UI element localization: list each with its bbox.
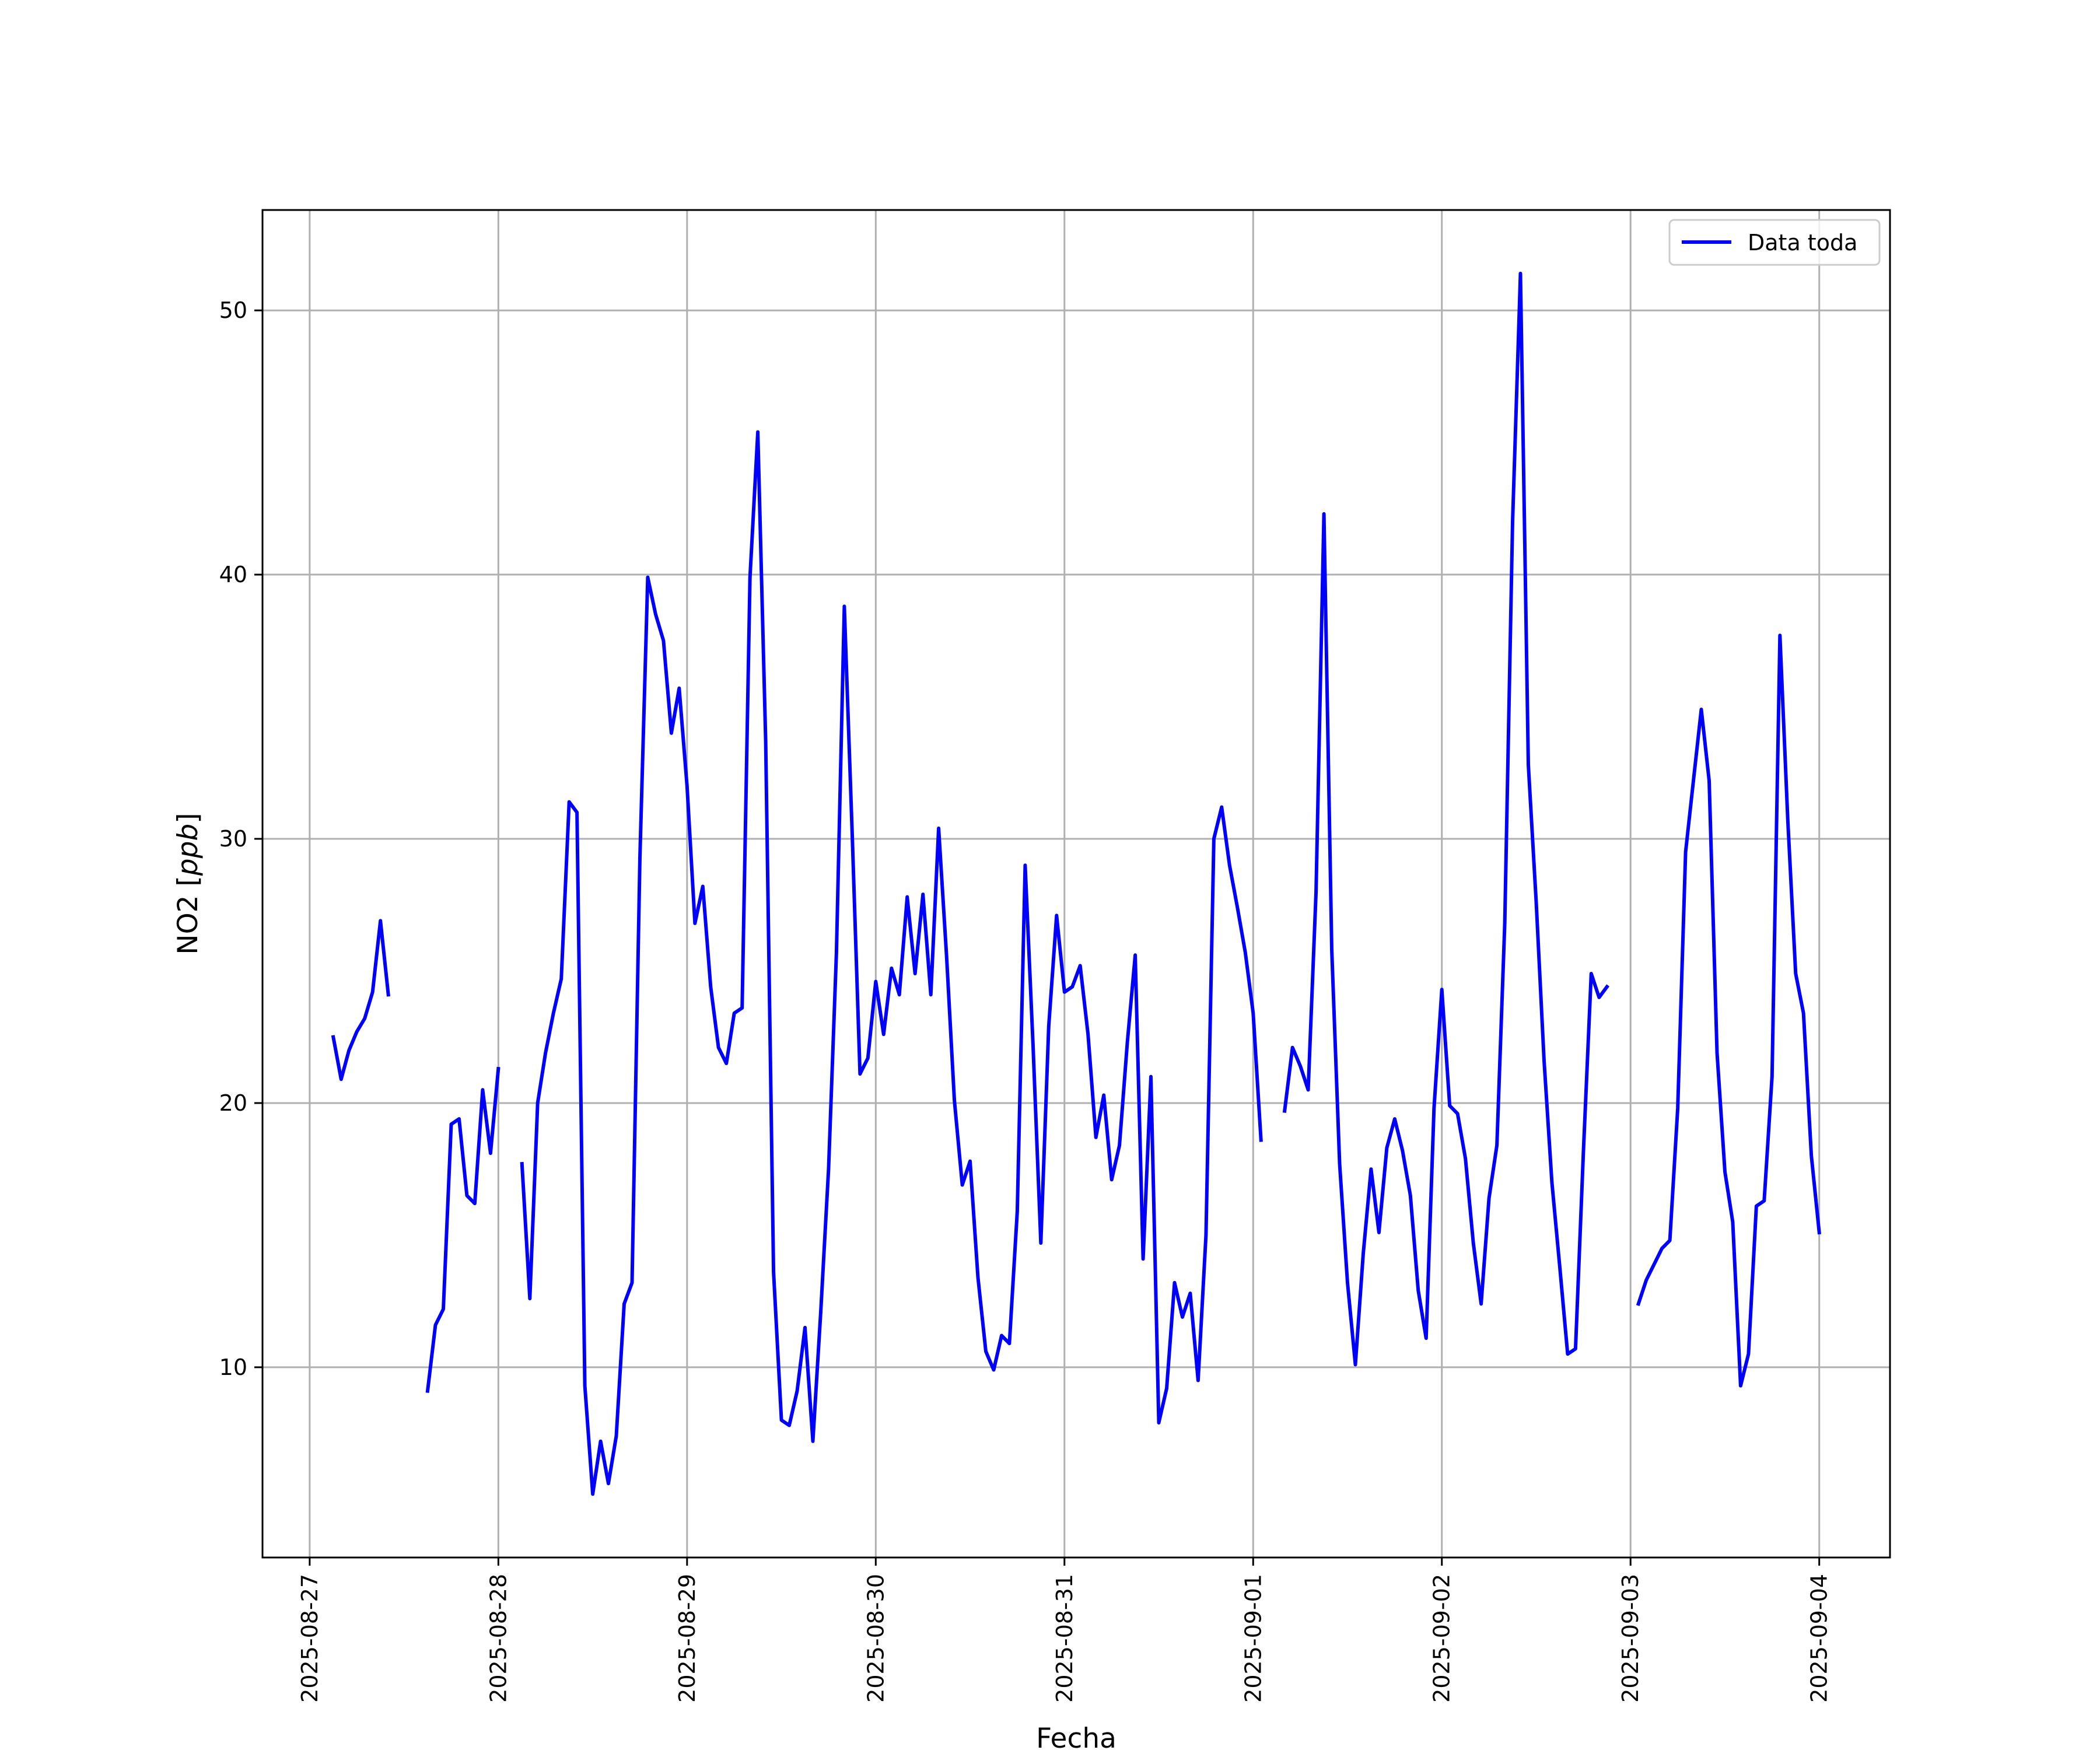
series-line-segment (1636, 634, 1821, 1388)
x-tick-label: 2025-08-28 (485, 1574, 511, 1703)
y-axis: 10 20 30 40 50 (219, 298, 262, 1380)
y-tick-label: 20 (219, 1090, 247, 1116)
y-tick-label: 10 (219, 1354, 247, 1380)
series-line-segment (425, 1066, 501, 1393)
legend-box (1668, 219, 1881, 266)
y-tick-label: 30 (219, 826, 247, 852)
x-tick-label: 2025-08-29 (674, 1574, 700, 1703)
series-line-segment (331, 919, 391, 1082)
series-line-segment (520, 430, 1263, 1496)
y-axis-title-unit: ppb (172, 824, 204, 877)
x-tick-label: 2025-08-30 (863, 1574, 888, 1703)
y-axis-title: NO2 [ppb] (172, 813, 204, 954)
x-tick-label: 2025-09-04 (1807, 1574, 1832, 1703)
series-line-segment (1282, 271, 1609, 1367)
x-tick-label: 2025-09-02 (1429, 1574, 1455, 1703)
plot-frame (261, 209, 1891, 1559)
grid-lines (262, 210, 1890, 1558)
series-layer (331, 271, 1821, 1496)
x-axis-title: Fecha (1036, 1723, 1116, 1750)
y-axis-title-text: NO2 [ (172, 876, 204, 954)
x-tick-label: 2025-09-01 (1240, 1574, 1266, 1703)
y-axis-title-close: ] (172, 813, 204, 823)
x-tick-label: 2025-09-03 (1618, 1574, 1643, 1703)
y-tick-label: 50 (219, 298, 247, 323)
y-tick-label: 40 (219, 562, 247, 587)
x-axis: 2025-08-27 2025-08-28 2025-08-29 2025-08-30… (297, 1558, 1832, 1703)
x-tick-label: 2025-08-27 (297, 1574, 323, 1703)
legend: Data toda (1668, 219, 1881, 266)
x-tick-label: 2025-08-31 (1052, 1574, 1077, 1703)
legend-label: Data toda (1748, 230, 1857, 256)
